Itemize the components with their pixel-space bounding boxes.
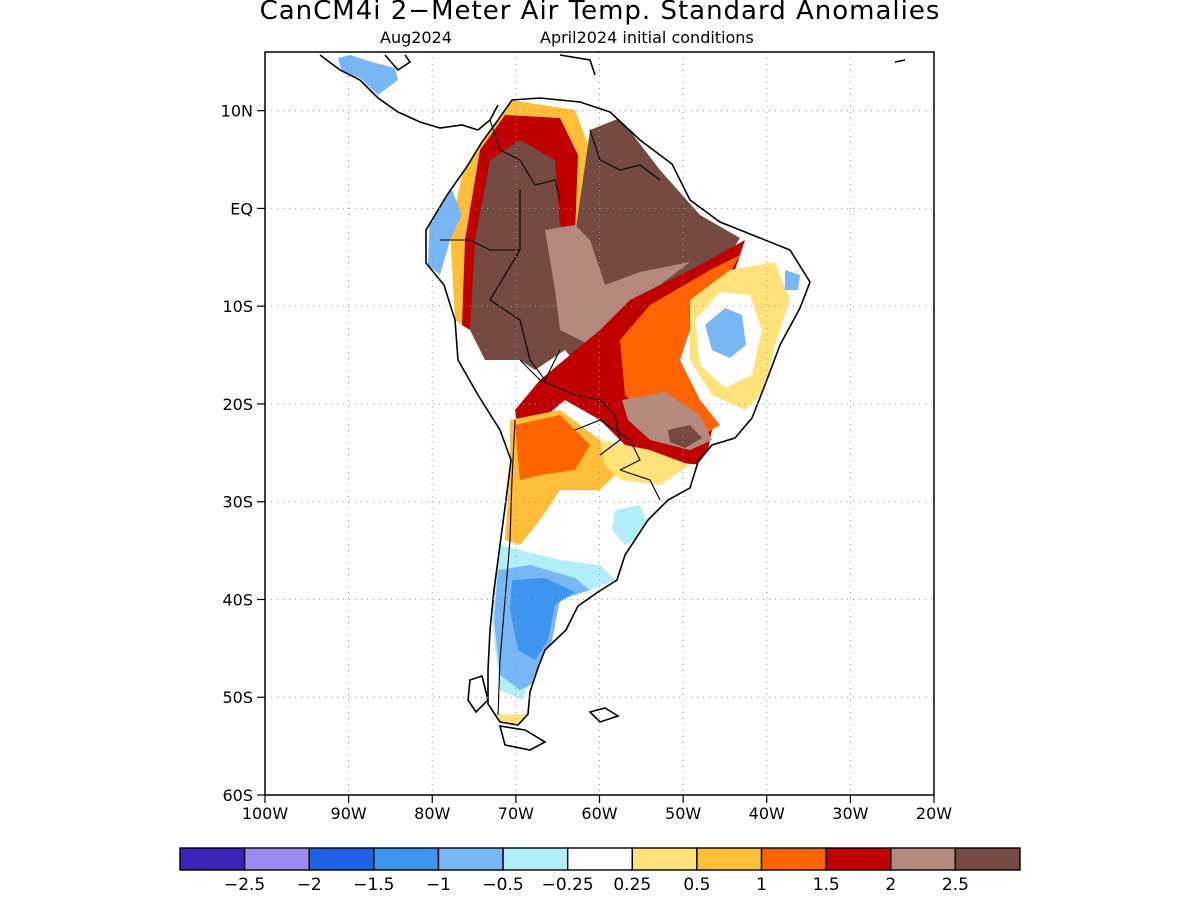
coastline-caribbean-islands xyxy=(559,54,906,76)
lat-tick-label: 10N xyxy=(221,102,253,121)
lat-tick-label: 60S xyxy=(222,786,253,805)
anomaly-field xyxy=(338,55,800,725)
border-brazil-west xyxy=(489,190,561,382)
anomaly-tan-amazon xyxy=(545,225,690,345)
lon-tick-label: 60W xyxy=(581,804,617,823)
anomaly-yellow-southcone xyxy=(600,440,690,485)
colorbar-swatch xyxy=(760,847,827,871)
colorbar-swatch xyxy=(696,847,763,871)
colorbar-label: 1.5 xyxy=(813,875,840,895)
lon-tick-label: 40W xyxy=(749,804,785,823)
colorbar-label: −0.5 xyxy=(482,875,523,895)
border-paraguay xyxy=(574,419,641,471)
coastline-south-america xyxy=(425,97,811,726)
lat-tick-label: 50S xyxy=(222,688,253,707)
colorbar-swatch xyxy=(566,847,634,871)
lon-tick-label: 90W xyxy=(331,804,367,823)
anomaly-brown-amazon xyxy=(470,118,740,380)
colorbar-label: −1 xyxy=(426,875,451,895)
lon-tick-label: 70W xyxy=(498,804,534,823)
lon-tick-label: 80W xyxy=(414,804,450,823)
colorbar-swatch xyxy=(502,847,569,871)
anomaly-lightblue-ne xyxy=(785,270,800,290)
colorbar-label: 2 xyxy=(885,875,896,895)
forecast-month: Aug2024 xyxy=(380,28,452,47)
border-colombia-venezuela xyxy=(489,119,561,201)
lat-tick-label: 10S xyxy=(222,297,253,316)
initial-conditions: April2024 initial conditions xyxy=(540,28,754,47)
border-argentina-uruguay xyxy=(619,469,661,501)
colorbar-swatch xyxy=(243,847,310,871)
border-argentina-chile xyxy=(497,419,516,716)
colorbar-swatch xyxy=(373,847,440,871)
colorbar-swatch xyxy=(954,847,1021,871)
map-title: CanCM4i 2−Meter Air Temp. Standard Anoma… xyxy=(259,0,941,26)
lon-tick-label: 30W xyxy=(832,804,868,823)
anomaly-redorange-southcone xyxy=(515,415,590,480)
lon-tick-label: 50W xyxy=(665,804,701,823)
border-colombia-peru xyxy=(440,239,520,251)
coastline-falklands xyxy=(588,707,620,723)
colorbar-swatch xyxy=(631,847,698,871)
colorbar-swatch xyxy=(825,847,892,871)
coastline-chile-islands xyxy=(467,674,489,714)
border-guianas xyxy=(589,129,661,181)
lat-tick-label: 40S xyxy=(222,590,253,609)
anomaly-lightblue-east xyxy=(705,308,746,358)
colorbar-swatch xyxy=(890,847,957,871)
coastlines xyxy=(319,54,906,751)
lat-tick-label: 20S xyxy=(222,395,253,414)
lat-tick-label: 30S xyxy=(222,493,253,512)
lon-tick-label: 100W xyxy=(242,804,289,823)
lat-tick-label: EQ xyxy=(230,199,253,218)
colorbar-label: 2.5 xyxy=(942,875,969,895)
anomaly-blue-centralamerica xyxy=(338,55,398,95)
colorbar-label: 0.25 xyxy=(613,875,651,895)
anomaly-darkblue-patagonia xyxy=(510,578,575,660)
colorbar-label: −0.25 xyxy=(542,875,594,895)
colorbar-swatch xyxy=(179,847,246,871)
colorbar: −2.5 −2 −1.5 −1 −0.5 −0.25 0.25 0.5 1 1.5 2 2.5 xyxy=(179,847,1021,895)
anomaly-darkbrown-southeast xyxy=(668,425,702,448)
colorbar-swatch xyxy=(308,847,375,871)
colorbar-label: −2.5 xyxy=(224,875,265,895)
colorbar-label: −1.5 xyxy=(353,875,394,895)
coastline-central-america xyxy=(319,54,499,131)
lon-tick-label: 20W xyxy=(916,804,952,823)
colorbar-swatch xyxy=(437,847,504,871)
colorbar-label: −2 xyxy=(297,875,322,895)
coastline-tierra-del-fuego xyxy=(498,725,547,751)
colorbar-label: 0.5 xyxy=(683,875,710,895)
colorbar-label: 1 xyxy=(756,875,767,895)
